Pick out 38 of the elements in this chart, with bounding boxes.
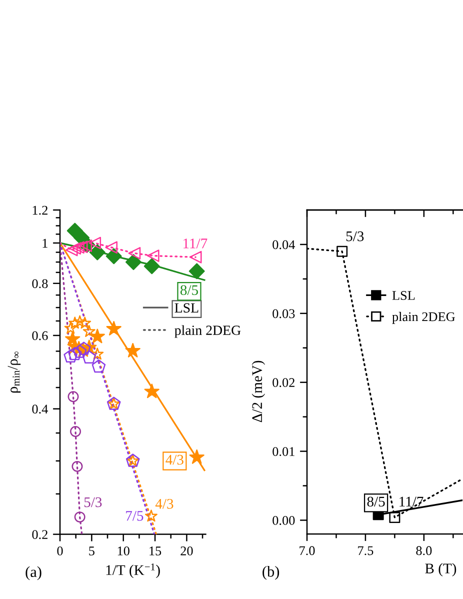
x-tick-label: 20 <box>180 546 193 556</box>
annotation: 4/3 <box>166 454 184 465</box>
x-tick-label: 15 <box>150 546 162 556</box>
annotation: 5/3 <box>346 231 364 242</box>
y-tick-label: 1.2 <box>32 206 48 215</box>
legend-label: LSL <box>392 291 415 300</box>
legend-label: LSL <box>174 303 198 313</box>
y-tick-label: 1 <box>42 238 48 248</box>
x-axis-title: B (T) <box>425 563 456 576</box>
annotation: 7/5 <box>126 511 144 521</box>
y-tick-label: 0.04 <box>272 240 295 250</box>
x-tick-label: 10 <box>118 546 130 556</box>
y-axis-title: ρ$_{min}$/ρ$_{∞}$ <box>8 352 21 393</box>
annotation: 11/7 <box>400 496 424 507</box>
annotation: 4/3 <box>155 498 174 509</box>
x-axis-title: 1/T (K$^{−1}$) <box>106 563 160 578</box>
x-tick-label: 8.0 <box>416 546 432 556</box>
text: (a) <box>26 566 42 580</box>
x-tick-label: 7.0 <box>300 546 315 556</box>
y-axis-title: Δ/2 (meV) <box>252 360 266 422</box>
annotation: 8/5 <box>180 285 198 296</box>
annotation: 8/5 <box>367 496 385 507</box>
annotation: 5/3 <box>84 497 102 508</box>
y-tick-label: 0.4 <box>32 404 48 414</box>
x-tick-label: 0 <box>57 546 63 556</box>
y-tick-label: 0.00 <box>272 516 295 525</box>
x-tick-label: 7.5 <box>358 546 374 556</box>
y-tick-label: 0.03 <box>272 309 295 318</box>
y-tick-label: 0.02 <box>272 378 294 388</box>
legend-label: plain 2DEG <box>392 312 455 324</box>
x-tick-label: 5 <box>89 546 94 556</box>
legend-label: plain 2DEG <box>174 325 241 338</box>
y-tick-label: 0.01 <box>272 447 294 456</box>
annotation: 11/7 <box>184 238 208 248</box>
y-tick-label: 0.6 <box>32 331 48 340</box>
y-tick-label: 0.2 <box>32 530 48 540</box>
y-tick-label: 0.8 <box>32 279 48 288</box>
text: (b) <box>262 566 280 580</box>
